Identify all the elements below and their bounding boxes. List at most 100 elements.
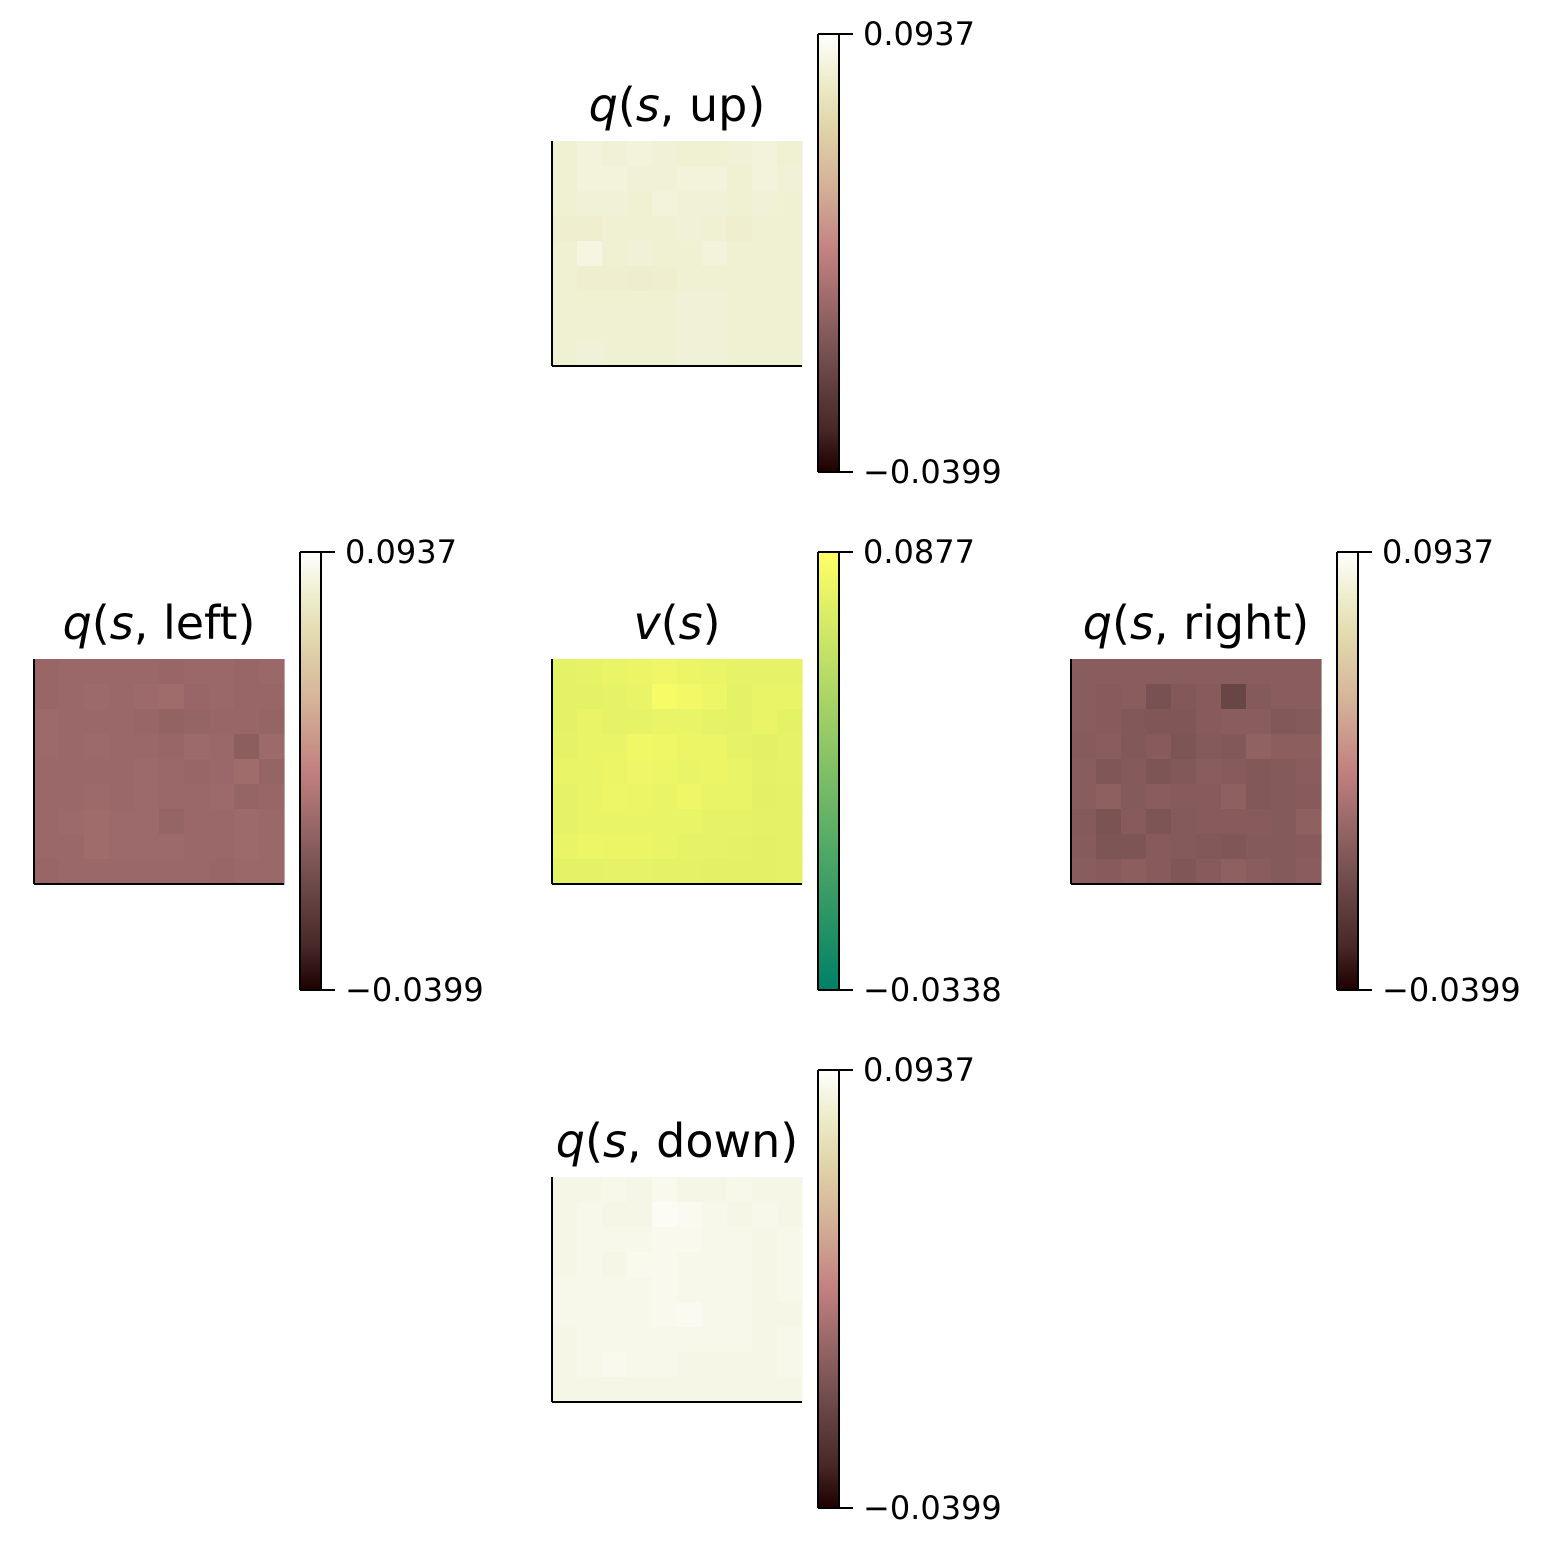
heatmap-cell <box>577 341 603 367</box>
heatmap-cell <box>552 1177 578 1203</box>
heatmap-cell <box>777 241 803 267</box>
heatmap-cell <box>727 684 753 710</box>
heatmap-cell <box>259 734 285 760</box>
heatmap-cell <box>552 216 578 242</box>
heatmap-cell <box>1296 859 1322 885</box>
heatmap-cell <box>702 1377 728 1403</box>
heatmap-cell <box>577 1227 603 1253</box>
heatmap-cell <box>727 341 753 367</box>
heatmap-cell <box>59 734 85 760</box>
heatmap-cell <box>1221 784 1247 810</box>
heatmap-cell <box>1096 784 1122 810</box>
panel-title: q(s, down) <box>556 1114 798 1168</box>
heatmap-cell <box>652 759 678 785</box>
heatmap-cell <box>727 291 753 317</box>
heatmap-v <box>552 659 803 885</box>
heatmap-cell <box>1271 834 1297 860</box>
heatmap-cell <box>777 1327 803 1353</box>
heatmap-cell <box>1221 759 1247 785</box>
heatmap-cell <box>552 191 578 217</box>
heatmap-cell <box>59 759 85 785</box>
heatmap-cell <box>752 1302 778 1328</box>
heatmap-cell <box>652 191 678 217</box>
heatmap-cell <box>677 291 703 317</box>
heatmap-cell <box>627 191 653 217</box>
heatmap-cell <box>209 784 235 810</box>
heatmap-cell <box>1096 859 1122 885</box>
heatmap-cell <box>552 734 578 760</box>
heatmap-q_up <box>552 141 803 367</box>
heatmap-cell <box>752 659 778 685</box>
heatmap-cell <box>777 834 803 860</box>
heatmap-cell <box>752 141 778 167</box>
heatmap-cell <box>752 191 778 217</box>
heatmap-cell <box>1121 859 1147 885</box>
heatmap-cell <box>1296 709 1322 735</box>
heatmap-cell <box>1146 809 1172 835</box>
heatmap-cell <box>777 684 803 710</box>
heatmap-cell <box>777 216 803 242</box>
heatmap-cell <box>627 291 653 317</box>
heatmap-cell <box>34 859 60 885</box>
heatmap-cell <box>677 316 703 342</box>
heatmap-cell <box>552 1202 578 1228</box>
heatmap-cell <box>577 291 603 317</box>
heatmap-cell <box>1171 734 1197 760</box>
heatmap-cell <box>552 684 578 710</box>
heatmap-cell <box>1246 759 1272 785</box>
panel-title-part: v <box>633 596 661 650</box>
heatmap-cell <box>1121 759 1147 785</box>
heatmap-cell <box>552 141 578 167</box>
colorbar-tick-label: −0.0399 <box>345 971 484 1009</box>
heatmap-cell <box>702 141 728 167</box>
heatmap-cell <box>59 859 85 885</box>
heatmap-cell <box>627 859 653 885</box>
heatmap-cell <box>777 191 803 217</box>
heatmap-cell <box>1146 834 1172 860</box>
heatmap-cell <box>552 316 578 342</box>
heatmap-cell <box>84 859 110 885</box>
heatmap-cell <box>752 1327 778 1353</box>
heatmap-cell <box>727 1227 753 1253</box>
panel-title-part: s <box>110 596 134 650</box>
heatmap-cell <box>777 784 803 810</box>
colorbar-v: 0.0877 −0.0338 <box>817 533 1002 1009</box>
heatmap-cell <box>1271 759 1297 785</box>
heatmap-cell <box>777 1302 803 1328</box>
heatmap-cell <box>677 141 703 167</box>
heatmap-cell <box>602 166 628 192</box>
heatmap-cell <box>727 191 753 217</box>
heatmap-cell <box>59 659 85 685</box>
heatmap-cell <box>1296 834 1322 860</box>
heatmap-cell <box>752 859 778 885</box>
panel-title: q(s, right) <box>1083 596 1309 650</box>
heatmap-cell <box>602 834 628 860</box>
heatmap-cell <box>1071 759 1097 785</box>
heatmap-cell <box>259 834 285 860</box>
heatmap-cell <box>552 709 578 735</box>
heatmap-cell <box>702 1277 728 1303</box>
heatmap-cell <box>84 709 110 735</box>
heatmap-cell <box>777 1227 803 1253</box>
heatmap-cell <box>134 784 160 810</box>
heatmap-cell <box>1096 759 1122 785</box>
heatmap-cell <box>727 216 753 242</box>
heatmap-q_down <box>552 1177 803 1403</box>
heatmap-cell <box>1121 684 1147 710</box>
heatmap-cell <box>1121 659 1147 685</box>
panel-title-part: ( <box>92 596 110 650</box>
heatmap-cell <box>652 291 678 317</box>
heatmap-cell <box>752 291 778 317</box>
panel-title-part: s <box>1130 596 1154 650</box>
heatmap-cell <box>1071 784 1097 810</box>
heatmap-cell <box>1121 834 1147 860</box>
panel-title-part: , up) <box>660 78 766 132</box>
heatmap-cell <box>1096 834 1122 860</box>
heatmap-cell <box>652 1277 678 1303</box>
heatmap-cell <box>752 759 778 785</box>
colorbar-tick-label: −0.0399 <box>863 453 1002 491</box>
heatmap-cell <box>59 784 85 810</box>
heatmap-cell <box>184 859 210 885</box>
heatmap-cell <box>702 341 728 367</box>
heatmap-cell <box>184 834 210 860</box>
